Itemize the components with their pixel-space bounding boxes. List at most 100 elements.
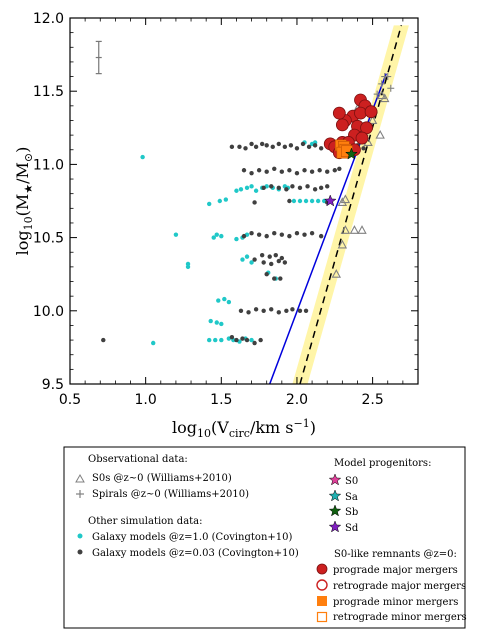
- point-s1-0: [101, 337, 106, 343]
- point-s1-48: [252, 200, 257, 205]
- point-s1-2: [237, 144, 242, 150]
- point-s0-13: [226, 299, 232, 305]
- point-s1-51: [241, 233, 247, 239]
- point-s1-40: [276, 185, 281, 191]
- point-s1-52: [249, 231, 254, 236]
- point-s1-44: [305, 184, 310, 189]
- point-s0-29: [244, 254, 250, 259]
- point-s0-8: [207, 201, 212, 207]
- point-s1-8: [270, 144, 275, 150]
- point-s0-9: [217, 198, 222, 204]
- legend-observational-title: Observational data:: [88, 454, 188, 465]
- x-tick-label-0: 0.5: [59, 392, 81, 408]
- point-s1-12: [294, 146, 300, 151]
- point-s2-12: [331, 269, 342, 278]
- point-s1-60: [309, 231, 315, 236]
- point-s1-58: [294, 231, 300, 236]
- point-s1-10: [282, 144, 288, 150]
- y-tick-label-5: 12.0: [33, 11, 64, 27]
- point-s0-12: [222, 296, 227, 302]
- point-s0-4: [185, 264, 191, 270]
- y-tick-label-3: 11.0: [33, 157, 64, 173]
- point-s3-4: [387, 84, 395, 92]
- legend-galaxy-z003: Galaxy models @z=0.03 (Covington+10): [92, 548, 299, 559]
- point-s2-5: [375, 129, 385, 139]
- legend-s0s: S0s @z~0 (Williams+2010): [92, 473, 232, 484]
- point-s2-1: [379, 93, 390, 103]
- point-s1-38: [261, 185, 266, 191]
- y-tick-label-2: 10.5: [33, 231, 64, 247]
- point-s1-37: [337, 166, 342, 171]
- point-s6-0: [323, 194, 337, 207]
- point-s1-23: [361, 146, 366, 151]
- point-s1-87: [244, 337, 250, 343]
- point-s0-7: [214, 232, 219, 237]
- legend-sa: Sa: [345, 492, 358, 503]
- legend-retro-major: retrograde major mergers: [333, 581, 466, 592]
- point-s0-14: [208, 318, 213, 324]
- point-s1-13: [300, 141, 306, 147]
- point-s0-25: [234, 236, 239, 242]
- point-s1-39: [269, 184, 274, 189]
- legend-retro-minor: retrograde minor mergers: [333, 612, 467, 623]
- point-s1-15: [312, 143, 318, 148]
- legend-progenitors-title: Model progenitors:: [334, 458, 431, 469]
- point-s1-68: [269, 261, 274, 267]
- point-s1-29: [279, 169, 285, 174]
- point-s1-11: [288, 143, 294, 148]
- star-icon-sa: [328, 489, 342, 502]
- point-s1-16: [318, 146, 324, 151]
- point-s1-67: [261, 260, 266, 265]
- point-s0-11: [216, 298, 221, 303]
- point-s2-6: [337, 197, 348, 207]
- point-s0-18: [213, 337, 218, 343]
- red-filled-circle-icon: [316, 563, 328, 575]
- point-s0-19: [219, 337, 224, 343]
- point-s1-85: [234, 337, 239, 343]
- point-s3-2: [378, 80, 386, 88]
- point-s0-47: [309, 198, 315, 204]
- point-s0-1: [151, 340, 156, 346]
- point-s1-43: [297, 185, 303, 191]
- point-s1-31: [294, 170, 300, 176]
- legend-remnants-title: S0-like remnants @z=0:: [334, 549, 457, 560]
- point-s1-41: [284, 187, 289, 192]
- y-tick-label-0: 9.5: [42, 377, 64, 393]
- y-axis-label: log10(M★/M⊙): [13, 147, 35, 256]
- point-s1-73: [278, 276, 283, 281]
- legend-spirals: Spirals @z~0 (Williams+2010): [92, 489, 249, 500]
- point-s1-30: [287, 168, 292, 173]
- point-s1-78: [269, 307, 274, 312]
- point-s4-3: [354, 106, 367, 120]
- point-s1-49: [287, 198, 292, 204]
- point-s1-89: [258, 337, 263, 343]
- point-s1-65: [279, 255, 285, 261]
- point-s1-79: [276, 310, 281, 315]
- star-icon-sd: [328, 520, 342, 533]
- point-s0-45: [297, 198, 303, 204]
- point-s1-34: [317, 168, 322, 173]
- plot-frame: [69, 17, 419, 385]
- point-s1-62: [259, 252, 265, 258]
- point-s2-8: [340, 225, 351, 234]
- x-tick-label-2: 1.5: [210, 392, 232, 408]
- point-s1-82: [297, 308, 303, 313]
- star-icon-s0: [328, 473, 342, 486]
- point-s1-70: [282, 260, 288, 265]
- point-s0-30: [249, 260, 254, 265]
- point-s1-84: [229, 334, 235, 340]
- legend-pro-major: prograde major mergers: [333, 565, 458, 576]
- error-bar: [95, 40, 102, 75]
- point-s1-6: [259, 141, 265, 147]
- red-open-circle-icon: [316, 579, 328, 591]
- point-s1-35: [325, 169, 330, 174]
- point-s2-0: [376, 90, 387, 100]
- point-s0-35: [253, 188, 259, 193]
- x-tick-label-1: 1.0: [135, 392, 157, 408]
- point-s1-76: [253, 307, 259, 312]
- point-s3-1: [384, 73, 392, 81]
- point-s1-46: [318, 185, 324, 191]
- point-s1-88: [252, 340, 257, 346]
- y-tick-label-1: 10.0: [33, 304, 64, 320]
- point-s0-48: [315, 198, 321, 204]
